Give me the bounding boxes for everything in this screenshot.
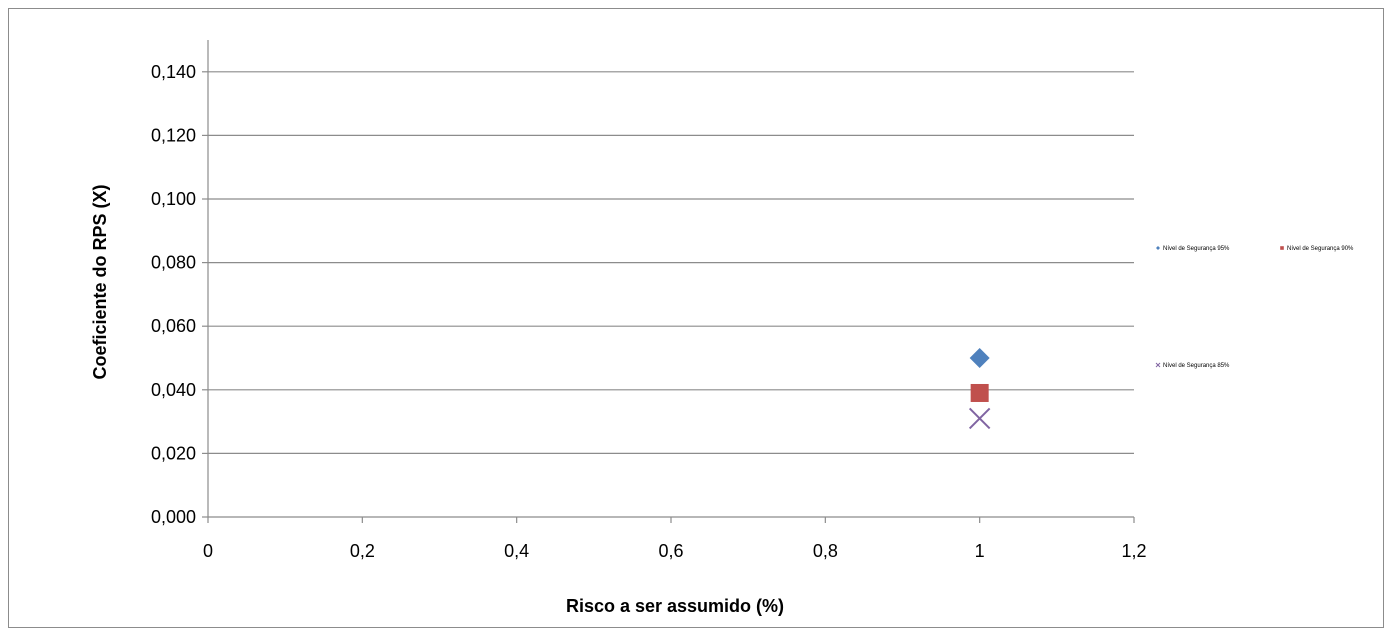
x-axis-title: Risco a ser assumido (%) — [566, 596, 784, 616]
y-tick-label: 0,020 — [151, 443, 196, 463]
legend-label-series-1: Nível de Segurança 95% — [1163, 246, 1230, 252]
chart-frame — [8, 8, 1384, 628]
y-tick-labels: 0,000 0,020 0,040 0,060 0,080 0,100 0,120 0,140 — [151, 62, 196, 527]
legend-marker-series-2 — [1280, 246, 1284, 250]
x-tick-labels: 0 0,2 0,4 0,6 0,8 1 1,2 — [203, 541, 1147, 561]
y-tick-label: 0,100 — [151, 189, 196, 209]
x-tick-label: 0,2 — [350, 541, 375, 561]
x-tick-label: 0,6 — [658, 541, 683, 561]
data-points — [968, 348, 991, 430]
data-point-series-1 — [969, 348, 990, 368]
y-axis-title: Coeficiente do RPS (Χ) — [90, 184, 110, 379]
data-point-series-3 — [968, 407, 991, 430]
legend-label-series-3: Nível de Segurança 85% — [1163, 363, 1230, 369]
x-tick-label: 0,4 — [504, 541, 529, 561]
x-marker-stroke — [1155, 362, 1161, 368]
gridlines — [208, 71, 1134, 454]
y-tick-label: 0,120 — [151, 125, 196, 145]
x-tick-label: 1,2 — [1121, 541, 1146, 561]
x-tick-label: 1 — [975, 541, 985, 561]
x-tick-label: 0,8 — [813, 541, 838, 561]
axes — [202, 40, 1135, 523]
data-point-series-2 — [970, 383, 989, 402]
legend-marker-series-3 — [1155, 362, 1161, 368]
y-tick-label: 0,140 — [151, 62, 196, 82]
x-tick-label: 0 — [203, 541, 213, 561]
y-tick-label: 0,080 — [151, 253, 196, 273]
x-marker-stroke — [968, 407, 991, 430]
legend: Nível de Segurança 95% Nível de Segurança… — [1155, 246, 1354, 369]
y-tick-label: 0,000 — [151, 507, 196, 527]
legend-marker-series-1 — [1156, 246, 1160, 250]
legend-label-series-2: Nível de Segurança 90% — [1287, 246, 1354, 252]
y-tick-label: 0,060 — [151, 316, 196, 336]
y-tick-label: 0,040 — [151, 380, 196, 400]
